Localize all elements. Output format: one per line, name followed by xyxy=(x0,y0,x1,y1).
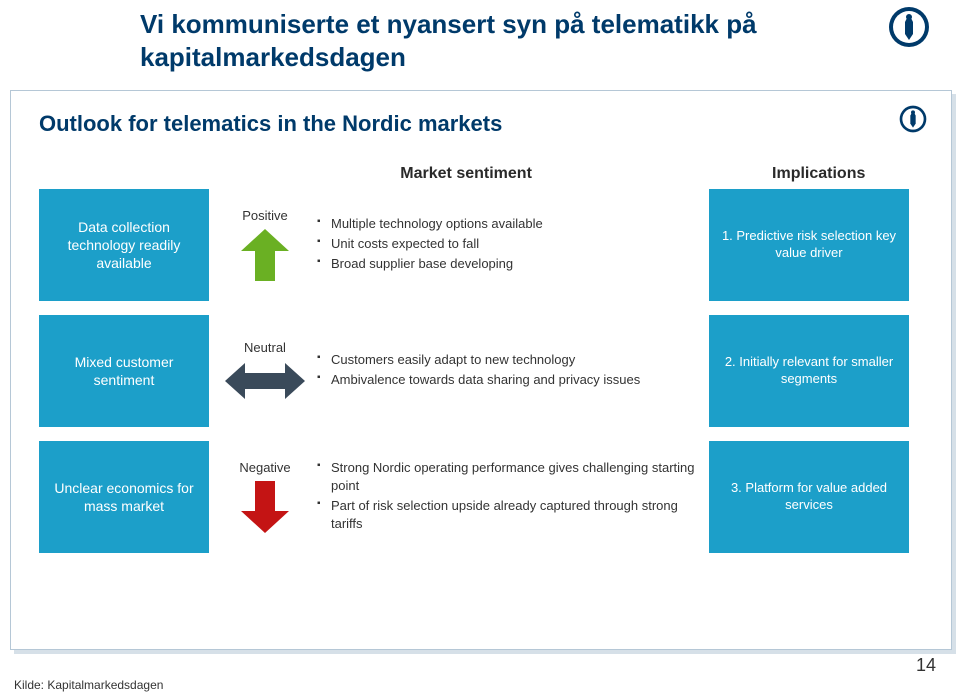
list-item: Part of risk selection upside already ca… xyxy=(313,497,701,533)
header-sentiment: Market sentiment xyxy=(218,165,715,183)
arrow-double-horizontal-icon xyxy=(223,359,307,403)
slide-title: Vi kommuniserte et nyansert syn på telem… xyxy=(140,8,780,73)
driver-box: Data collection technology readily avail… xyxy=(39,189,209,301)
inner-slide-title: Outlook for telematics in the Nordic mar… xyxy=(39,111,923,137)
table-row: Data collection technology readily avail… xyxy=(39,189,923,301)
list-item: Unit costs expected to fall xyxy=(313,235,701,253)
column-headers: Market sentiment Implications xyxy=(39,165,923,183)
bullet-list: Strong Nordic operating performance give… xyxy=(313,459,701,536)
company-logo-icon xyxy=(888,6,930,53)
implication-box: 2. Initially relevant for smaller segmen… xyxy=(709,315,909,427)
implication-box: 3. Platform for value added services xyxy=(709,441,909,553)
list-item: Broad supplier base developing xyxy=(313,255,701,273)
table-row: Mixed customer sentiment Neutral Custome… xyxy=(39,315,923,427)
company-logo-icon xyxy=(899,105,927,138)
list-item: Ambivalence towards data sharing and pri… xyxy=(313,371,701,389)
sentiment-label: Neutral xyxy=(244,340,286,355)
source-caption: Kilde: Kapitalmarkedsdagen xyxy=(14,678,163,692)
bullet-list: Multiple technology options available Un… xyxy=(313,215,701,276)
driver-box: Mixed customer sentiment xyxy=(39,315,209,427)
sentiment-label: Negative xyxy=(239,460,290,475)
driver-box: Unclear economics for mass market xyxy=(39,441,209,553)
list-item: Customers easily adapt to new technology xyxy=(313,351,701,369)
header-implications: Implications xyxy=(714,165,923,183)
sentiment-label: Positive xyxy=(242,208,288,223)
list-item: Multiple technology options available xyxy=(313,215,701,233)
arrow-down-icon xyxy=(239,479,291,535)
table-row: Unclear economics for mass market Negati… xyxy=(39,441,923,553)
arrow-up-icon xyxy=(239,227,291,283)
bullet-list: Customers easily adapt to new technology… xyxy=(313,351,701,391)
page-number: 14 xyxy=(916,655,936,676)
embedded-slide: Outlook for telematics in the Nordic mar… xyxy=(10,90,952,650)
implication-box: 1. Predictive risk selection key value d… xyxy=(709,189,909,301)
list-item: Strong Nordic operating performance give… xyxy=(313,459,701,495)
